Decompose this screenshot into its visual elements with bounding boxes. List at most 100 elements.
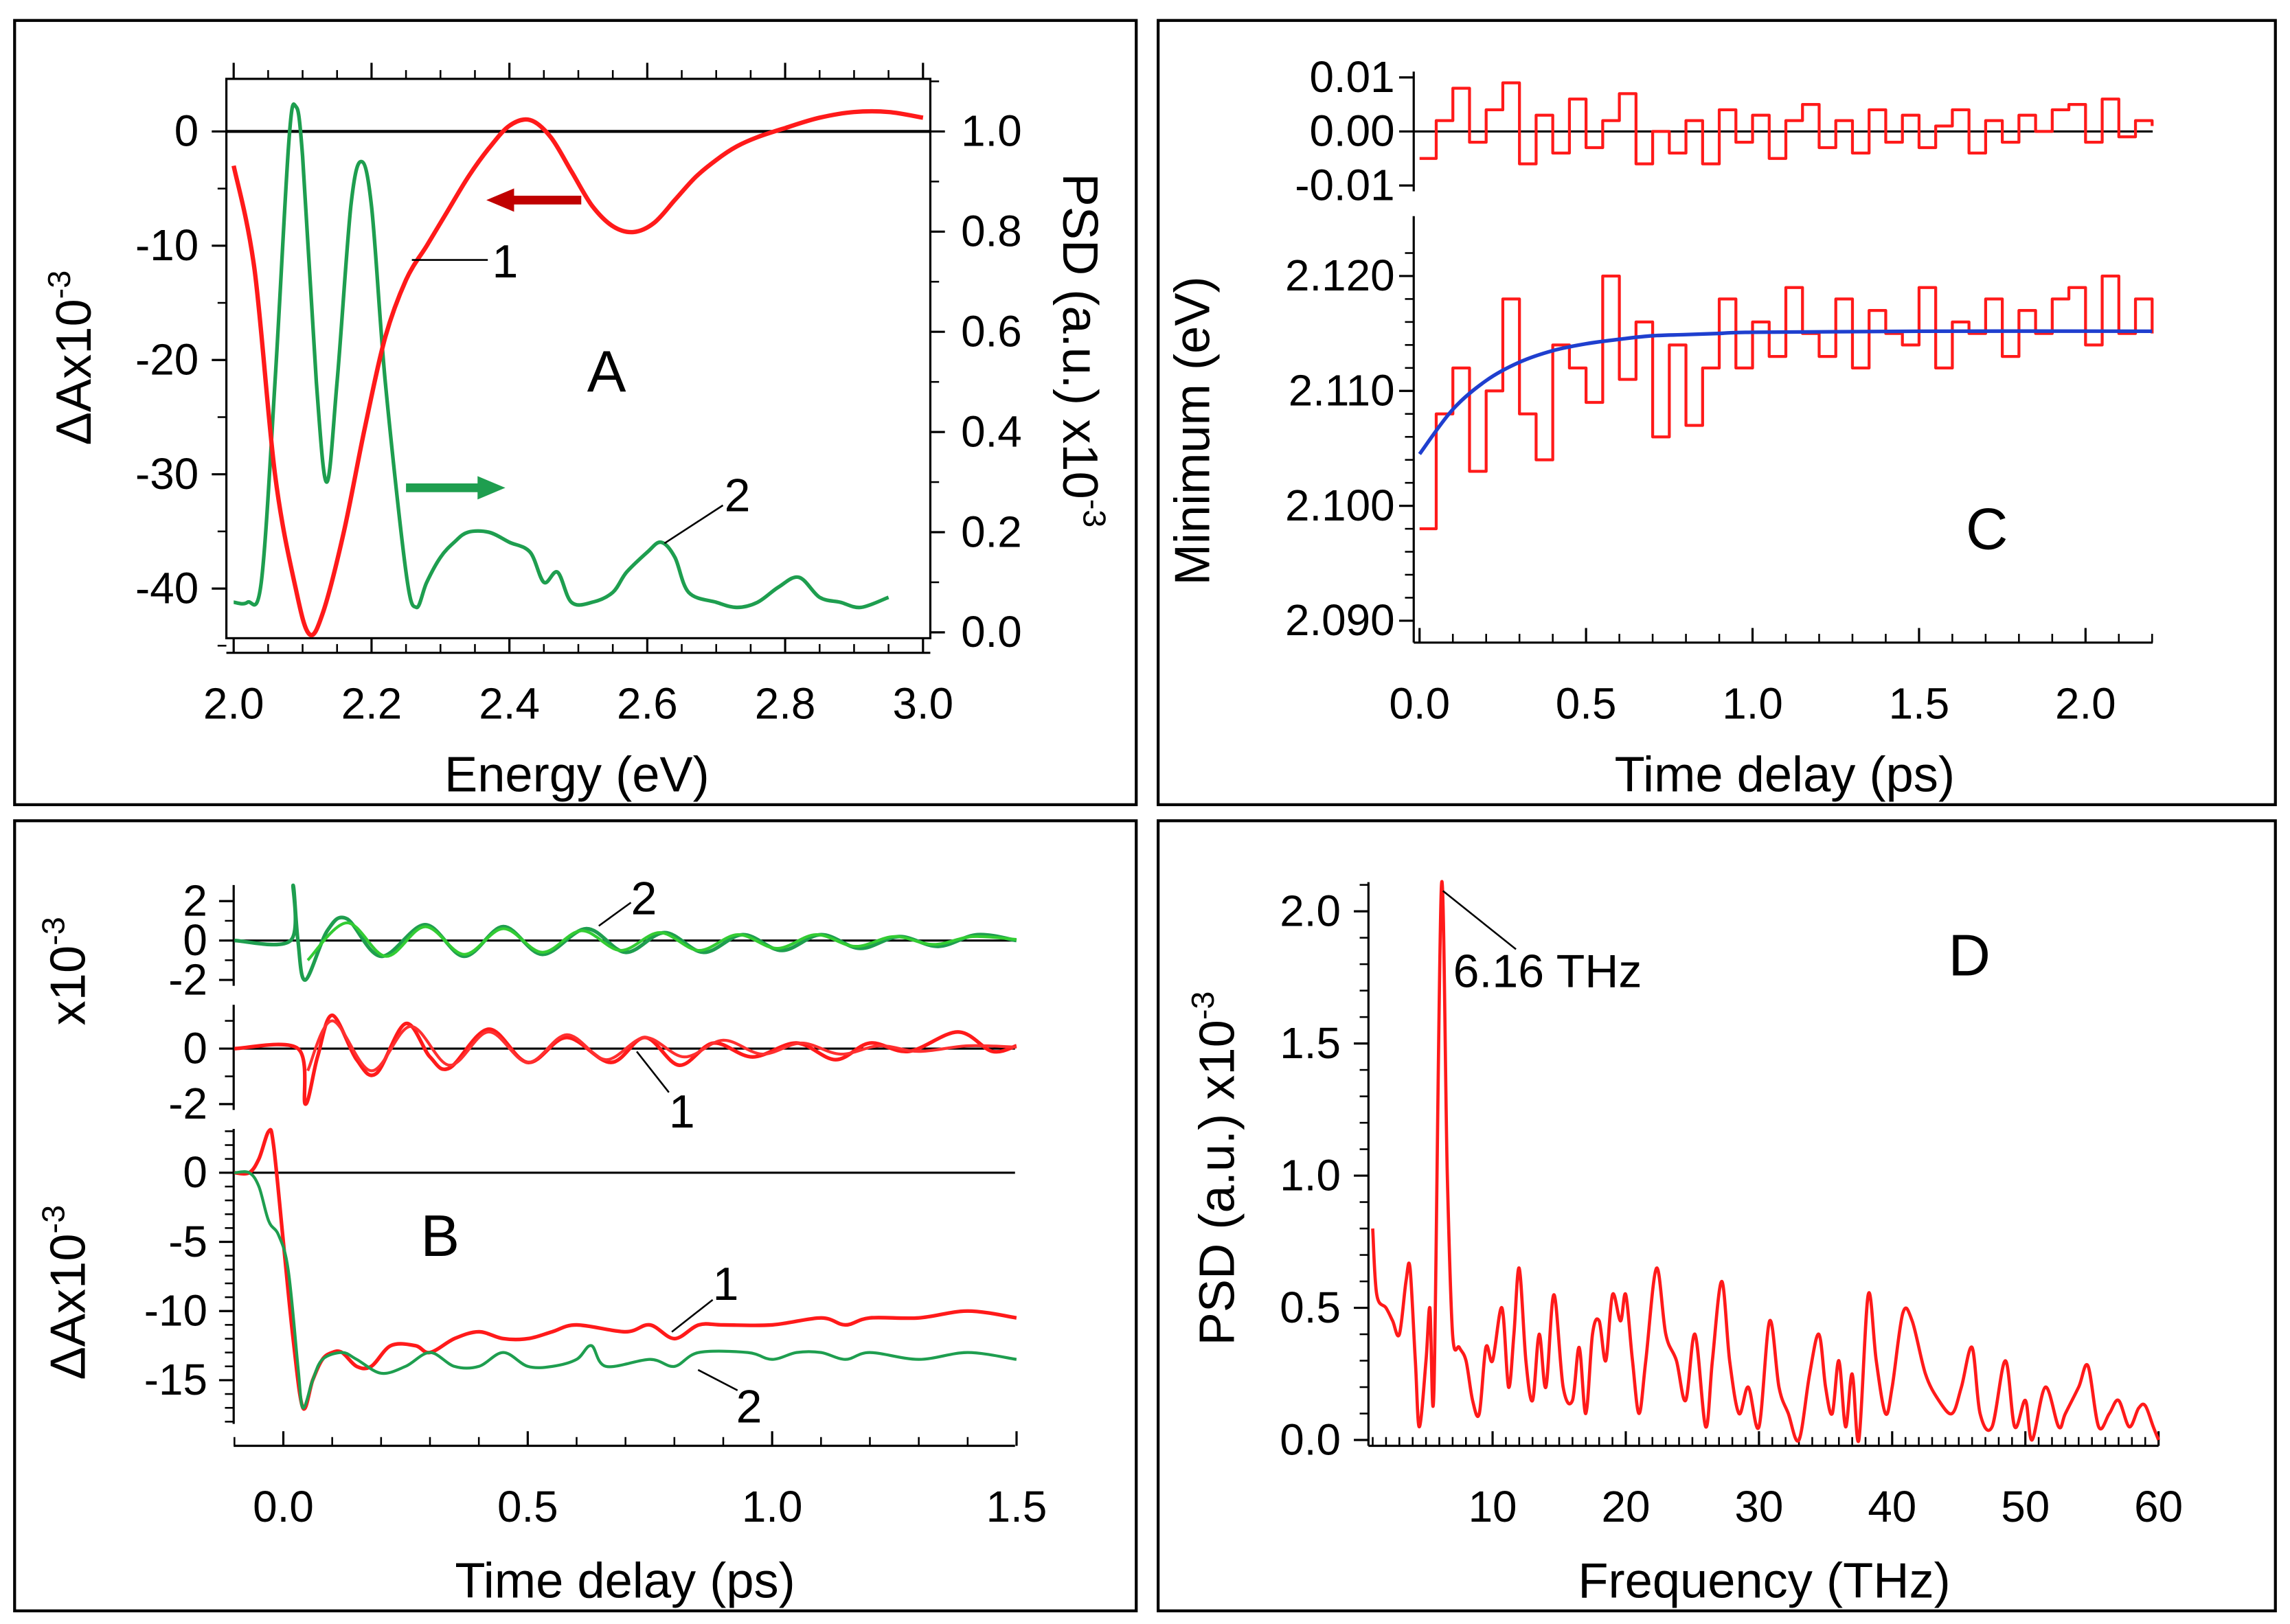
series-1-oscillation — [234, 1013, 1017, 1106]
y-tick-label: -20 — [135, 335, 199, 385]
panel-c-frame — [1157, 19, 2277, 806]
panel-b-frame — [13, 819, 1138, 1612]
x-tick-label: 2.0 — [2055, 678, 2116, 728]
y-tick-label: 1.0 — [1280, 1150, 1341, 1200]
x-tick-label: 0.0 — [1389, 678, 1450, 728]
y-tick-label: 2.090 — [1285, 595, 1395, 645]
annotation-peak-frequency: 6.16 THz — [1453, 946, 1642, 998]
annotation-bottom-2: 2 — [736, 1380, 762, 1432]
x-tick-label: 2.0 — [203, 678, 264, 728]
x-tick-label: 2.4 — [479, 678, 540, 728]
annotation-top-2: 2 — [631, 872, 657, 924]
series-2-oscillation — [234, 883, 1017, 982]
y-tick-label: 0.0 — [1280, 1415, 1341, 1464]
y-tick-label: 0.4 — [961, 407, 1022, 456]
x-tick-label: 30 — [1734, 1482, 1783, 1531]
x-tick-label: 2.6 — [617, 678, 678, 728]
y-tick-label: -2 — [168, 954, 207, 1004]
panel-a-xlabel: Energy (eV) — [444, 748, 710, 803]
x-tick-label: 2.8 — [755, 678, 816, 728]
annotation-leader-2 — [664, 504, 724, 545]
annotation-leader-peak — [1442, 890, 1517, 950]
x-tick-label: 60 — [2134, 1482, 2183, 1531]
y-tick-label: 0.0 — [961, 607, 1022, 656]
y-tick-label: -30 — [135, 449, 199, 499]
panel-c: 0.010.00-0.01 2.120 2.110 2.100 2.090 0.0 0.5 1… — [1285, 52, 2154, 728]
panel-d-frame — [1157, 819, 2277, 1612]
y-tick-label: -5 — [168, 1217, 207, 1266]
x-tick-label: 1.5 — [1889, 678, 1950, 728]
panel-d: 0.0 0.5 1.0 1.5 2.0 10 20 30 40 50 60 — [1280, 880, 2183, 1531]
y-tick-label: 0.00 — [1309, 106, 1394, 156]
panel-d-xlabel: Frequency (THz) — [1578, 1554, 1950, 1609]
series-1 — [231, 108, 924, 638]
annotation-curve-2: 2 — [725, 469, 751, 521]
panel-b-xlabel: Time delay (ps) — [455, 1554, 795, 1609]
annotation-mid-1: 1 — [669, 1086, 695, 1138]
series-minimum — [1419, 274, 2154, 531]
series-exponential-fit — [1418, 329, 2153, 455]
panel-a-ylabel: ΔAx10-3 — [41, 271, 102, 446]
panel-a-frame — [13, 19, 1138, 806]
annotation-bottom-1: 1 — [713, 1258, 739, 1310]
x-tick-label: 1.0 — [1722, 678, 1783, 728]
series-2 — [234, 1170, 1017, 1410]
x-tick-label: 0.0 — [253, 1482, 314, 1531]
panel-a-y2label: PSD (a.u.) x10-3 — [1052, 174, 1113, 528]
panel-c-label: C — [1966, 497, 2008, 562]
panel-a: 2.0 2.2 2.4 2.6 2.8 3.0 0 -10 -20 -30 -40 0.0 0.2 0.4… — [135, 62, 1022, 728]
x-tick-label: 0.5 — [1556, 678, 1617, 728]
x-tick-label: 1.0 — [742, 1482, 803, 1531]
series-1-fit — [306, 1019, 1017, 1073]
series-2 — [233, 102, 889, 610]
y-tick-label: 2.0 — [1280, 886, 1341, 935]
series-PSD — [1371, 880, 2160, 1443]
x-tick-label: 1.5 — [986, 1482, 1047, 1531]
y-tick-label: 2.100 — [1285, 481, 1395, 530]
left-arrow-icon — [486, 188, 582, 212]
panel-d-label: D — [1948, 924, 1990, 989]
y-tick-label: 1.0 — [961, 106, 1022, 156]
y-tick-label: -15 — [144, 1355, 207, 1404]
y-tick-label: 0 — [183, 1147, 207, 1197]
y-tick-label: 0 — [183, 1023, 207, 1073]
y-tick-label: 0.01 — [1309, 52, 1394, 102]
panel-a-label: A — [587, 339, 626, 404]
annotation-leader-mid-1 — [636, 1051, 670, 1093]
y-tick-label: 0.6 — [961, 306, 1022, 356]
y-tick-label: -10 — [144, 1285, 207, 1335]
panel-b-ylabel: ΔAx10-3 — [36, 1205, 96, 1380]
series-residual — [1419, 81, 2154, 165]
y-tick-label: -0.01 — [1295, 160, 1394, 209]
panel-b-label: B — [420, 1204, 460, 1269]
panel-b: 20-20-20-5-10-150.0 0.5 1.0 1.5 — [144, 876, 1047, 1531]
y-tick-label: -40 — [135, 563, 199, 613]
right-arrow-icon — [406, 476, 506, 500]
y-tick-label: 0 — [174, 106, 199, 156]
panel-d-ylabel: PSD (a.u.) x10-3 — [1185, 992, 1245, 1346]
annotation-leader-bottom-2 — [697, 1369, 738, 1391]
x-tick-label: 10 — [1469, 1482, 1517, 1531]
y-tick-label: -10 — [135, 220, 199, 270]
y-tick-label: 0.8 — [961, 207, 1022, 256]
y-tick-label: 2 — [183, 876, 207, 925]
x-tick-label: 2.2 — [341, 678, 403, 728]
panel-c-xlabel: Time delay (ps) — [1615, 748, 1955, 803]
annotation-leader-bottom-1 — [671, 1299, 714, 1333]
x-tick-label: 3.0 — [892, 678, 953, 728]
y-tick-label: 2.110 — [1289, 366, 1395, 415]
y-tick-label: -2 — [168, 1079, 207, 1128]
panel-b-ylabel-top: x10-3 — [36, 917, 96, 1025]
series-1 — [234, 1128, 1017, 1411]
y-tick-label: 2.120 — [1285, 251, 1395, 300]
annotation-leader-top-2 — [598, 902, 632, 927]
plot-area — [225, 78, 932, 640]
y-tick-label: 0.5 — [1280, 1283, 1341, 1332]
x-tick-label: 20 — [1601, 1482, 1650, 1531]
series-2-fit — [306, 921, 1017, 961]
x-tick-label: 0.5 — [497, 1482, 558, 1531]
y-tick-label: 1.5 — [1280, 1018, 1341, 1068]
annotation-curve-1: 1 — [492, 236, 519, 288]
y-tick-label: 0 — [183, 915, 207, 965]
